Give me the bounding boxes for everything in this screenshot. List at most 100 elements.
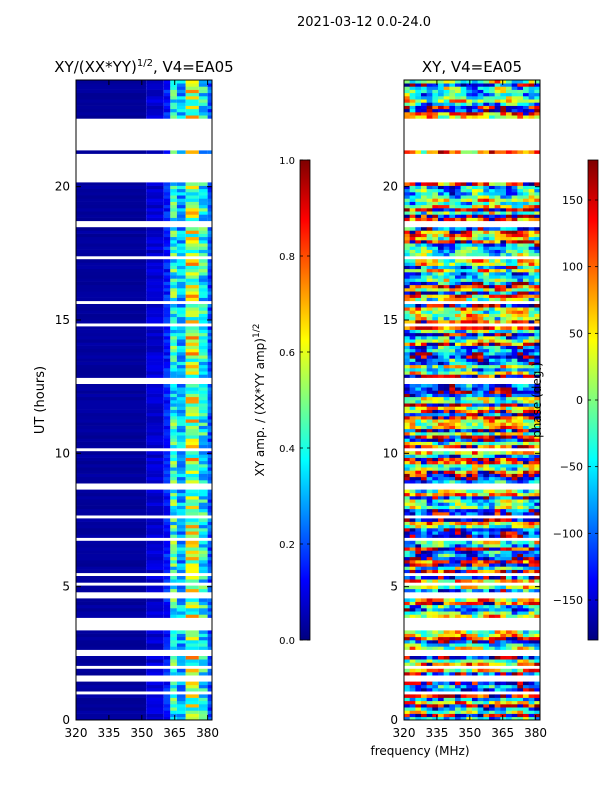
amplitude-heatmap-cell xyxy=(176,211,186,215)
phase-heatmap-cell xyxy=(415,204,422,209)
phase-heatmap-cell xyxy=(466,707,473,711)
phase-heatmap-cell xyxy=(477,531,484,535)
phase-heatmap-cell xyxy=(506,614,512,618)
phase-heatmap-cell xyxy=(409,297,416,302)
phase-heatmap-cell xyxy=(409,214,416,218)
phase-heatmap-cell xyxy=(528,336,535,340)
phase-heatmap-cell xyxy=(421,681,427,686)
phase-heatmap-cell xyxy=(528,252,535,257)
phase-heatmap-cell xyxy=(432,460,439,465)
phase-heatmap-cell xyxy=(472,272,478,276)
phase-heatmap-cell xyxy=(455,182,461,186)
amplitude-heatmap-cell xyxy=(185,214,199,218)
phase-heatmap-cell xyxy=(443,412,450,417)
phase-heatmap-cell xyxy=(494,240,501,244)
phase-heatmap-cell xyxy=(438,227,444,231)
phase-heatmap-cell xyxy=(409,502,416,506)
phase-heatmap-cell xyxy=(489,608,495,612)
amplitude-heatmap-cell xyxy=(176,243,186,247)
phase-heatmap-cell xyxy=(511,195,518,199)
phase-heatmap-cell xyxy=(489,294,495,298)
amplitude-heatmap-cell xyxy=(76,544,147,548)
phase-heatmap-cell xyxy=(409,320,416,324)
phase-heatmap-cell xyxy=(404,108,410,113)
amplitude-heatmap-cell xyxy=(163,544,171,548)
phase-heatmap-cell xyxy=(472,188,478,193)
phase-heatmap-cell xyxy=(483,470,490,474)
amplitude-heatmap-cell xyxy=(185,569,199,574)
phase-heatmap-cell xyxy=(438,387,444,391)
phase-heatmap-cell xyxy=(528,704,535,708)
phase-heatmap-cell xyxy=(511,294,518,298)
phase-heatmap-cell xyxy=(432,643,439,647)
phase-heatmap-cell xyxy=(421,86,427,90)
phase-heatmap-cell xyxy=(494,236,501,241)
phase-heatmap-cell xyxy=(421,716,427,721)
phase-heatmap-cell xyxy=(472,99,478,103)
phase-heatmap-cell xyxy=(449,396,456,401)
phase-heatmap-cell xyxy=(449,512,456,516)
amplitude-heatmap-cell xyxy=(185,550,199,554)
phase-heatmap-cell xyxy=(409,278,416,282)
phase-heatmap-cell xyxy=(409,288,416,292)
phase-heatmap-cell xyxy=(511,108,518,113)
phase-heatmap-cell xyxy=(489,268,495,273)
amplitude-heatmap-cell xyxy=(163,185,171,190)
phase-heatmap-cell xyxy=(494,390,501,394)
phase-heatmap-cell xyxy=(523,393,529,398)
phase-heatmap-cell xyxy=(477,99,484,103)
phase-heatmap-cell xyxy=(528,505,535,510)
phase-heatmap-cell xyxy=(432,310,439,314)
amplitude-heatmap-cell xyxy=(176,320,186,324)
phase-heatmap-cell xyxy=(534,588,541,593)
phase-heatmap-cell xyxy=(460,400,467,404)
amplitude-heatmap-cell xyxy=(198,150,208,154)
amplitude-heatmap-cell xyxy=(198,227,208,231)
phase-heatmap-cell xyxy=(421,102,427,106)
amplitude-heatmap-cell xyxy=(185,403,199,407)
amplitude-heatmap-cell xyxy=(163,588,171,593)
phase-heatmap-cell xyxy=(528,310,535,314)
phase-heatmap-cell xyxy=(494,102,501,106)
phase-heatmap-cell xyxy=(534,268,541,273)
amplitude-heatmap-cell xyxy=(163,313,171,318)
phase-heatmap-cell xyxy=(426,464,433,468)
amplitude-heatmap-cell xyxy=(198,512,208,516)
phase-heatmap-cell xyxy=(528,112,535,116)
phase-heatmap-cell xyxy=(449,307,456,311)
phase-heatmap-cell xyxy=(443,368,450,372)
phase-heatmap-cell xyxy=(511,566,518,570)
phase-heatmap-cell xyxy=(460,313,467,318)
phase-heatmap-cell xyxy=(528,441,535,446)
amplitude-heatmap-cell xyxy=(76,508,147,513)
amplitude-heatmap-cell xyxy=(170,230,177,234)
phase-heatmap-cell xyxy=(489,304,495,308)
amplitude-heatmap-cell xyxy=(207,438,212,442)
phase-heatmap-cell xyxy=(506,185,512,190)
phase-heatmap-cell xyxy=(466,636,473,641)
phase-heatmap-cell xyxy=(421,608,427,612)
amplitude-heatmap-cell xyxy=(163,390,171,394)
phase-heatmap-cell xyxy=(489,585,495,590)
phase-heatmap-cell xyxy=(443,284,450,289)
amplitude-heatmap-cell xyxy=(185,611,199,615)
phase-heatmap-cell xyxy=(409,275,416,279)
phase-heatmap-cell xyxy=(466,550,473,554)
phase-heatmap-cell xyxy=(404,336,410,340)
phase-heatmap-cell xyxy=(489,601,495,606)
phase-heatmap-cell xyxy=(415,598,422,602)
phase-heatmap-cell xyxy=(426,345,433,350)
phase-heatmap-cell xyxy=(500,272,507,276)
amplitude-heatmap-cell xyxy=(207,313,212,318)
amplitude-heatmap-cell xyxy=(198,326,208,330)
phase-heatmap-cell xyxy=(415,419,422,423)
phase-heatmap-cell xyxy=(489,112,495,116)
phase-heatmap-cell xyxy=(415,540,422,545)
amplitude-heatmap-cell xyxy=(170,704,177,708)
amplitude-heatmap-cell xyxy=(198,86,208,90)
phase-heatmap-cell xyxy=(466,499,473,503)
phase-heatmap-cell xyxy=(534,208,541,212)
phase-heatmap-cell xyxy=(415,313,422,318)
phase-heatmap-cell xyxy=(404,252,410,257)
amplitude-heatmap-cell xyxy=(207,710,212,714)
